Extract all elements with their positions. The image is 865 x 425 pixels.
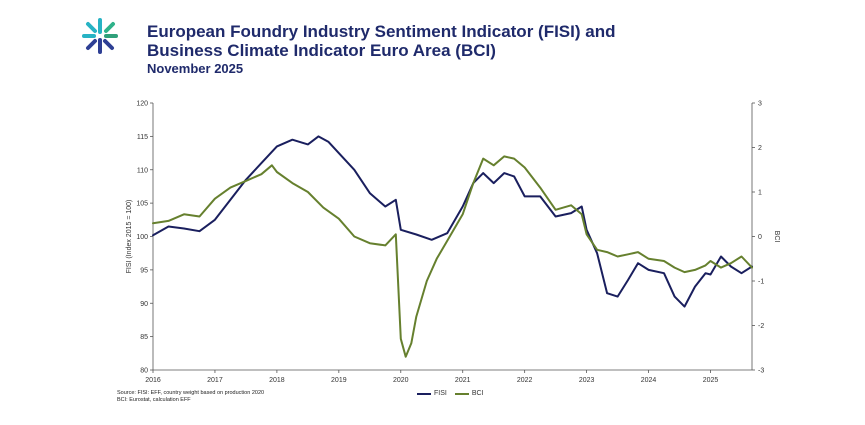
x-tick-label: 2020 [393, 377, 409, 384]
y-right-tick-label: -3 [758, 368, 764, 375]
source-line-1: Source: FISI: EFF, country weight based … [117, 390, 265, 396]
legend-label-fisi: FISI [434, 390, 447, 397]
x-tick-label: 2016 [145, 377, 161, 384]
legend-item-fisi: FISI [417, 390, 447, 397]
chart-subtitle: November 2025 [147, 61, 244, 76]
x-tick-label: 2023 [579, 377, 595, 384]
x-tick-label: 2024 [641, 377, 657, 384]
y-axis-left-title: FISI (Index 2015 = 100) [126, 200, 133, 274]
y-right-tick-label: 2 [758, 145, 762, 152]
y-left-tick-label: 90 [140, 301, 148, 308]
x-tick-label: 2017 [207, 377, 223, 384]
x-tick-label: 2019 [331, 377, 347, 384]
y-left-tick-label: 95 [140, 267, 148, 274]
y-axis-right-title: BCI [773, 231, 780, 243]
y-right-tick-label: 1 [758, 190, 762, 197]
sources-note: Source: FISI: EFF, country weight based … [117, 390, 264, 404]
y-left-tick-label: 120 [136, 101, 148, 108]
y-right-tick-label: -1 [758, 279, 764, 286]
y-right-tick-label: -2 [758, 323, 764, 330]
y-left-tick-label: 85 [140, 334, 148, 341]
legend-label-bci: BCI [471, 390, 484, 397]
y-left-tick-label: 80 [140, 368, 148, 375]
x-tick-label: 2022 [517, 377, 533, 384]
x-tick-label: 2021 [455, 377, 471, 384]
efi-star-logo-icon [82, 18, 118, 54]
chart-title-line-1: European Foundry Industry Sentiment Indi… [147, 22, 616, 41]
x-tick-label: 2025 [703, 377, 719, 384]
source-line-2: BCI: Eurostat, calculation EFF [117, 397, 191, 403]
chart-title-line-2: Business Climate Indicator Euro Area (BC… [147, 41, 496, 60]
legend: FISI BCI [417, 390, 492, 397]
legend-item-bci: BCI [454, 390, 484, 397]
x-tick-label: 2018 [269, 377, 285, 384]
series-line-fisi [152, 135, 753, 308]
title-block: European Foundry Industry Sentiment Indi… [147, 22, 615, 77]
y-left-tick-label: 110 [137, 167, 148, 174]
y-left-tick-label: 105 [136, 201, 148, 208]
y-right-tick-label: 0 [758, 234, 762, 241]
legend-swatch-bci [454, 392, 469, 395]
y-left-tick-label: 115 [137, 134, 148, 141]
y-right-tick-label: 3 [758, 101, 762, 108]
legend-swatch-fisi [417, 392, 431, 395]
series-line-bci [152, 155, 753, 358]
y-left-tick-label: 100 [136, 234, 148, 241]
